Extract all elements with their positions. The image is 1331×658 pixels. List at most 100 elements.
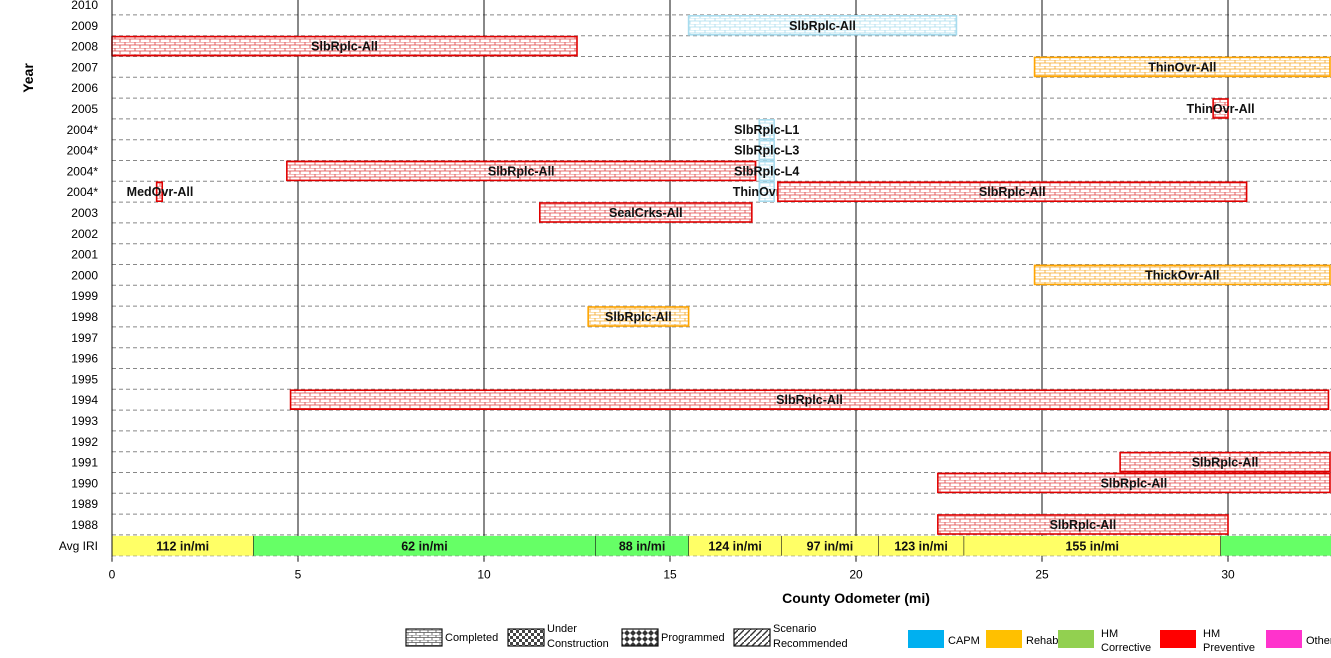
project-bar: [289, 389, 1330, 411]
legend-category-label: HM: [1101, 628, 1118, 640]
project-label: SlbRplc-All: [1101, 476, 1168, 490]
y-tick-label: 2006: [71, 81, 98, 95]
y-tick-label: 1989: [71, 497, 98, 511]
iri-label: 112 in/mi: [156, 539, 209, 553]
axes: 2010200920082007200620052004*2004*2004*2…: [20, 0, 1235, 606]
project-bar: [687, 15, 958, 36]
project-bar: [155, 181, 164, 202]
legend-status-label: Programmed: [661, 632, 725, 644]
iri-segment: [595, 535, 689, 556]
project-label: ThickOvr-All: [1145, 268, 1219, 282]
legend-category-label-line2: Preventive: [1203, 642, 1255, 654]
legend-category-label: Rehab: [1026, 635, 1058, 647]
project-bar: [587, 306, 690, 327]
x-axis-title: County Odometer (mi): [782, 590, 930, 606]
x-tick-label: 30: [1221, 568, 1235, 582]
y-tick-label: 1993: [71, 414, 98, 428]
project-bar: [286, 160, 757, 182]
project-label: SlbRplc-L1: [734, 123, 799, 137]
project-bar: [1212, 98, 1229, 119]
legend-category-swatch: [986, 630, 1022, 648]
project-bar: [777, 181, 1248, 202]
legend-category-label: CAPM: [948, 635, 980, 647]
legend-status-label-line2: Construction: [547, 638, 609, 650]
iri-label: 123 in/mi: [894, 539, 948, 553]
x-tick-label: 5: [295, 568, 302, 582]
legend-status-label-line2: Recommended: [773, 638, 848, 650]
legend-category-swatch: [1160, 630, 1196, 648]
y-tick-label: 2010: [71, 0, 98, 12]
legend-status-label: Completed: [445, 632, 498, 644]
y-tick-label: 2007: [71, 60, 98, 74]
y-tick-label: 1992: [71, 435, 98, 449]
y-tick-label: 2004*: [67, 164, 99, 178]
y-tick-label: 2009: [71, 19, 98, 33]
project-bar: [1033, 56, 1331, 78]
legend-status-label: Scenario: [773, 623, 816, 635]
x-tick-label: 10: [477, 568, 491, 582]
project-bar: [1119, 451, 1331, 473]
x-tick-label: 25: [1035, 568, 1049, 582]
project-label: MedOvr-All: [127, 185, 194, 199]
legend-status-label: Under: [547, 623, 577, 635]
iri-segment: [878, 535, 964, 556]
legend-category-swatch: [908, 630, 944, 648]
legend-category-swatch: [1058, 630, 1094, 648]
y-tick-label: 2004*: [67, 144, 99, 158]
x-tick-label: 15: [663, 568, 677, 582]
project-label: SlbRplc-All: [1192, 456, 1259, 470]
project-label: ThinOvr-All: [1187, 102, 1255, 116]
legend-category-label: HM: [1203, 628, 1220, 640]
project-bar: [758, 181, 775, 202]
project-label: SlbRplc-All: [776, 393, 843, 407]
project-bar: [758, 139, 775, 161]
x-tick-label: 20: [849, 568, 863, 582]
iri-segment: [112, 535, 254, 556]
project-label: SlbRplc-All: [979, 185, 1046, 199]
avg-iri-band: 112 in/mi 62 in/mi 88 in/mi 124 in/mi 97 in/…: [111, 535, 1331, 556]
y-tick-label: 1995: [71, 372, 98, 386]
legend-category-swatch: [1266, 630, 1302, 648]
y-tick-label: 2001: [71, 248, 98, 262]
x-tick-label: 0: [109, 568, 116, 582]
y-tick-label: 1998: [71, 310, 98, 324]
legend-category-label-line2: Corrective: [1101, 642, 1151, 654]
iri-segment: [781, 535, 879, 556]
y-tick-label: 1999: [71, 289, 98, 303]
project-label: SlbRplc-All: [311, 40, 378, 54]
project-bar: [538, 202, 753, 223]
legend-status-swatch: [621, 628, 659, 647]
y-tick-label: 2003: [71, 206, 98, 220]
project-label: ThinOvr-All: [1148, 60, 1216, 74]
legend-status-swatch: [405, 628, 443, 647]
iri-segment: [963, 535, 1221, 556]
y-tick-label: 2005: [71, 102, 98, 116]
project-label: SlbRplc-All: [789, 19, 856, 33]
iri-segment: [1220, 535, 1331, 556]
project-label: SealCrks-All: [609, 206, 683, 220]
y-tick-label: 1991: [71, 456, 98, 470]
project-label: SlbRplc-All: [1050, 518, 1117, 532]
y-tick-label: 2004*: [67, 123, 99, 137]
project-bar: [758, 119, 775, 140]
project-bars: SlbRplc-All SlbRplc-All ThinOvr-All ThinOvr…: [111, 15, 1331, 535]
legend: Completed Under Construction Programmed Scen…: [405, 623, 1331, 654]
y-tick-label: 2000: [71, 268, 98, 282]
iri-segment: [253, 535, 596, 556]
iri-segment: [688, 535, 782, 556]
iri-label: 62 in/mi: [401, 539, 448, 553]
y-tick-label: 1988: [71, 518, 98, 532]
iri-label: 97 in/mi: [807, 539, 854, 553]
y-tick-label: 2008: [71, 40, 98, 54]
y-tick-label: Avg IRI: [59, 539, 98, 553]
y-tick-label: 1996: [71, 352, 98, 366]
grid-lines: [112, 0, 1331, 558]
legend-status-swatch: [507, 628, 545, 647]
y-tick-label: 1994: [71, 393, 98, 407]
iri-label: 88 in/mi: [619, 539, 666, 553]
project-bar: [937, 514, 1229, 535]
y-tick-label: 1990: [71, 476, 98, 490]
project-bar: [758, 160, 775, 182]
y-axis-title: Year: [20, 63, 36, 93]
